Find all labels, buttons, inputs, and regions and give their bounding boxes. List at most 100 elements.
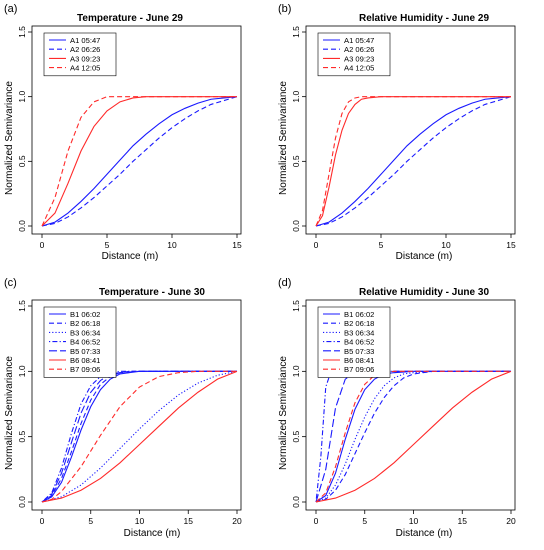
x-tick-label-b: 15 [506, 240, 516, 250]
series-line-a-2 [41, 96, 238, 227]
ylabel-d: Normalized Semivariance [278, 356, 289, 470]
series-line-a-4 [41, 96, 237, 227]
y-tick-label-c: 1.5 [17, 300, 27, 312]
panel-label-c: (c) [4, 277, 17, 289]
panel-c: (c) Temperature - June 30 Distance (m) N… [4, 277, 242, 539]
x-tick-label-a: 10 [167, 240, 177, 250]
legend-label-b-3: A3 09:23 [344, 54, 374, 63]
x-tick-label-a: 15 [232, 240, 242, 250]
y-tick-label-c: 0.0 [17, 496, 27, 508]
x-tick-label-a: 0 [40, 240, 45, 250]
legend-label-d-4: B4 06:52 [344, 338, 374, 347]
legend-label-a-4: A4 12:05 [70, 64, 100, 73]
ylabel-c: Normalized Semivariance [4, 356, 15, 470]
xlabel-b: Distance (m) [396, 251, 453, 262]
series-line-c-3 [41, 370, 238, 503]
legend-label-a-2: A2 06:26 [70, 45, 100, 54]
y-tick-label-a: 1.0 [17, 90, 27, 102]
plot-frame-c [31, 299, 242, 511]
y-tick-label-d: 0.5 [291, 430, 301, 442]
y-tick-label-b: 0.0 [291, 220, 301, 232]
x-tick-label-b: 10 [441, 240, 451, 250]
legend-label-b-2: A2 06:26 [344, 45, 374, 54]
x-tick-label-b: 0 [314, 240, 319, 250]
series-line-d-6 [315, 370, 512, 503]
y-tick-label-b: 1.0 [291, 90, 301, 102]
y-tick-label-b: 1.5 [291, 26, 301, 38]
series-line-c-4 [41, 370, 237, 503]
x-tick-label-d: 5 [362, 516, 367, 526]
legend-label-c-2: B2 06:18 [70, 319, 100, 328]
y-tick-label-d: 0.0 [291, 496, 301, 508]
panel-label-d: (d) [278, 277, 291, 289]
y-tick-label-d: 1.5 [291, 300, 301, 312]
xlabel-d: Distance (m) [396, 528, 453, 539]
series-line-d-2 [315, 370, 511, 503]
series-line-c-2 [41, 370, 237, 503]
series-line-c-1 [41, 370, 237, 503]
legend-label-b-1: A1 05:47 [344, 36, 374, 45]
y-tick-label-c: 1.0 [17, 365, 27, 377]
legend-label-d-6: B6 08:41 [344, 356, 374, 365]
ylabel-b: Normalized Semivariance [278, 81, 289, 195]
x-tick-label-d: 0 [314, 516, 319, 526]
panel-a: (a) Temperature - June 29 Distance (m) N… [4, 3, 242, 262]
xlabel-a: Distance (m) [102, 251, 159, 262]
x-tick-label-c: 5 [88, 516, 93, 526]
series-line-a-1 [41, 96, 238, 227]
title-b: Relative Humidity - June 29 [359, 13, 489, 24]
legend-box-c [43, 306, 117, 378]
panel-b: (b) Relative Humidity - June 29 Distance… [278, 3, 516, 262]
series-line-d-4 [315, 370, 511, 503]
panel-d: (d) Relative Humidity - June 30 Distance… [278, 277, 516, 539]
legend-box-d [317, 306, 391, 378]
series-line-b-2 [315, 96, 512, 227]
plot-frame-b [305, 25, 516, 235]
series-line-d-7 [315, 370, 511, 503]
x-tick-label-c: 15 [184, 516, 194, 526]
legend-label-b-4: A4 12:05 [344, 64, 374, 73]
legend-label-d-5: B5 07:33 [344, 347, 374, 356]
y-tick-label-a: 1.5 [17, 26, 27, 38]
title-a: Temperature - June 29 [77, 13, 183, 24]
series-line-d-3 [315, 370, 511, 503]
y-tick-label-d: 1.0 [291, 365, 301, 377]
x-tick-label-c: 10 [135, 516, 145, 526]
legend-label-c-7: B7 09:06 [70, 365, 100, 374]
legend-label-d-1: B1 06:02 [344, 310, 374, 319]
y-tick-label-a: 0.0 [17, 220, 27, 232]
y-tick-label-a: 0.5 [17, 155, 27, 167]
x-tick-label-d: 15 [458, 516, 468, 526]
legend-box-a [43, 32, 117, 77]
legend-label-c-4: B4 06:52 [70, 338, 100, 347]
series-line-b-1 [315, 96, 512, 227]
series-line-c-7 [41, 370, 237, 503]
x-tick-label-b: 5 [379, 240, 384, 250]
panel-label-a: (a) [4, 3, 17, 15]
title-c: Temperature - June 30 [99, 287, 205, 298]
legend-label-d-2: B2 06:18 [344, 319, 374, 328]
x-tick-label-d: 10 [409, 516, 419, 526]
legend-label-c-1: B1 06:02 [70, 310, 100, 319]
series-line-d-5 [315, 370, 511, 503]
legend-label-d-3: B3 06:34 [344, 328, 374, 337]
panel-label-b: (b) [278, 3, 291, 15]
x-tick-label-c: 0 [40, 516, 45, 526]
series-line-c-6 [41, 370, 238, 503]
plot-frame-d [305, 299, 516, 511]
series-line-b-3 [315, 96, 511, 227]
title-d: Relative Humidity - June 30 [359, 287, 489, 298]
y-tick-label-b: 0.5 [291, 155, 301, 167]
legend-label-a-1: A1 05:47 [70, 36, 100, 45]
xlabel-c: Distance (m) [124, 528, 181, 539]
ylabel-a: Normalized Semivariance [4, 81, 15, 195]
series-line-a-3 [41, 96, 237, 227]
legend-label-d-7: B7 09:06 [344, 365, 374, 374]
series-line-d-1 [315, 370, 511, 503]
series-line-b-4 [315, 96, 511, 227]
x-tick-label-c: 20 [232, 516, 242, 526]
legend-label-c-6: B6 08:41 [70, 356, 100, 365]
y-tick-label-c: 0.5 [17, 430, 27, 442]
legend-label-c-5: B5 07:33 [70, 347, 100, 356]
